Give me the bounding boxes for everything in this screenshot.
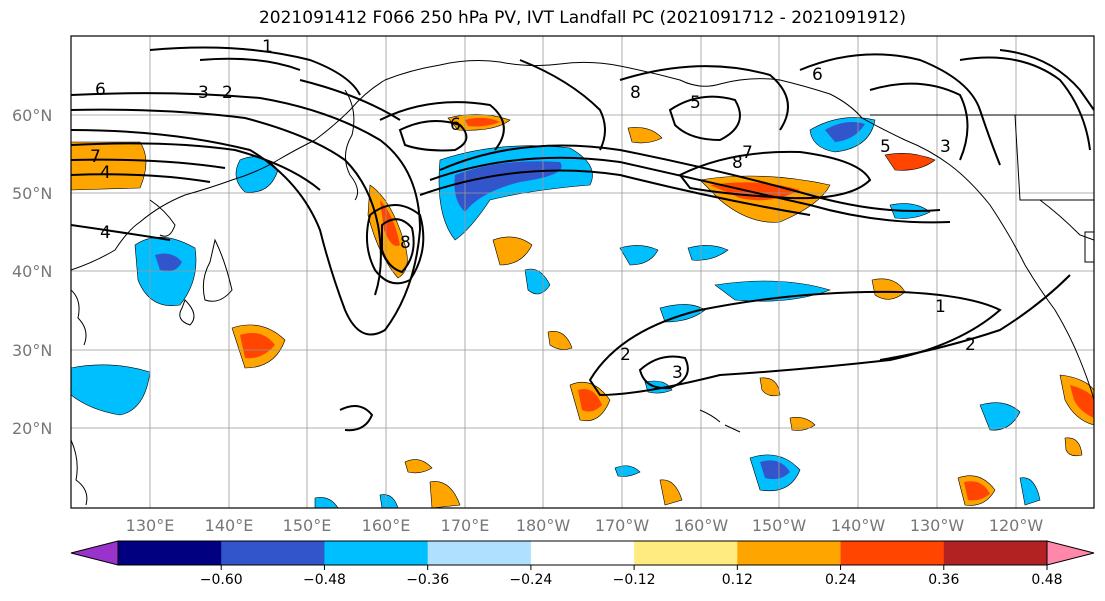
colorbar-tick-label: −0.12	[613, 572, 656, 588]
colorbar-cell	[943, 541, 1048, 565]
lat-label: 60°N	[12, 106, 52, 125]
lon-label: 140°E	[205, 516, 254, 535]
lat-label: 20°N	[12, 419, 52, 438]
contour-label: 4	[100, 223, 111, 243]
lon-label: 130°W	[910, 516, 965, 535]
colorbar-tick-label: −0.48	[303, 572, 346, 588]
longitude-labels: 130°E 140°E 150°E 160°E 170°E 180°W 170°…	[126, 516, 1044, 535]
lon-label: 180°W	[516, 516, 571, 535]
contour-label: 8	[630, 83, 641, 103]
contour-labels: 1 1 2 2 2 3 3 3 4 4 5 5 6 6 6 7 7 8 8 8	[90, 37, 976, 383]
contour-label: 1	[262, 37, 273, 57]
contour-label: 5	[880, 137, 891, 157]
lon-label: 120°W	[989, 516, 1044, 535]
colorbar-tick-label: −0.24	[509, 572, 552, 588]
ivt-contours	[71, 46, 1094, 432]
contour-label: 6	[450, 115, 461, 135]
colorbar-tick-label: 0.12	[722, 572, 753, 588]
colorbar-cell	[737, 541, 842, 565]
lon-label: 150°E	[283, 516, 332, 535]
contour-label: 2	[222, 83, 233, 103]
lon-label: 160°E	[362, 516, 411, 535]
colorbar-extend-high	[1046, 540, 1095, 566]
lon-label: 170°W	[595, 516, 650, 535]
colorbar-cell	[324, 541, 429, 565]
lat-label: 40°N	[12, 262, 52, 281]
contour-label: 5	[690, 93, 701, 113]
colorbar-cell	[634, 541, 738, 565]
contour-label: 6	[812, 65, 823, 85]
colorbar-cell	[118, 541, 222, 565]
contour-label: 7	[90, 147, 101, 167]
colorbar-cell	[427, 541, 532, 565]
coastlines	[71, 60, 1094, 506]
contour-label: 8	[732, 153, 743, 173]
colorbar-tick-label: 0.48	[1031, 572, 1062, 588]
colorbar-cell	[840, 541, 945, 565]
colorbar-tick-label: −0.36	[406, 572, 449, 588]
colorbar-tick-label: 0.24	[825, 572, 856, 588]
lon-label: 170°E	[441, 516, 490, 535]
contour-label: 1	[935, 297, 946, 317]
latitude-labels: 60°N 50°N 40°N 30°N 20°N	[12, 106, 52, 438]
colorbar-tick-label: 0.36	[928, 572, 959, 588]
contour-label: 3	[672, 363, 683, 383]
map-panel	[71, 36, 1094, 508]
map-title: 2021091412 F066 250 hPa PV, IVT Landfall…	[258, 8, 906, 28]
lat-label: 30°N	[12, 341, 52, 360]
colorbar-cell	[530, 541, 635, 565]
contour-label: 6	[95, 80, 106, 100]
contour-label: 7	[742, 143, 753, 163]
map-border	[70, 35, 1095, 509]
contour-label: 8	[400, 233, 411, 253]
lon-label: 160°W	[674, 516, 729, 535]
contour-label: 3	[940, 137, 951, 157]
lon-label: 140°W	[831, 516, 886, 535]
graticule	[71, 36, 1094, 508]
lon-label: 150°W	[752, 516, 807, 535]
colorbar: −0.60 −0.48 −0.36 −0.24 −0.12 0.12 0.24 0.36 0.4…	[70, 540, 1095, 588]
colorbar-tick-label: −0.60	[200, 572, 243, 588]
colorbar-cell	[221, 541, 325, 565]
contour-label: 2	[965, 335, 976, 355]
contour-label: 2	[620, 345, 631, 365]
contour-label: 3	[198, 83, 209, 103]
colorbar-extend-low	[70, 540, 119, 566]
lat-label: 50°N	[12, 184, 52, 203]
lon-label: 130°E	[126, 516, 175, 535]
contour-label: 4	[100, 163, 111, 183]
